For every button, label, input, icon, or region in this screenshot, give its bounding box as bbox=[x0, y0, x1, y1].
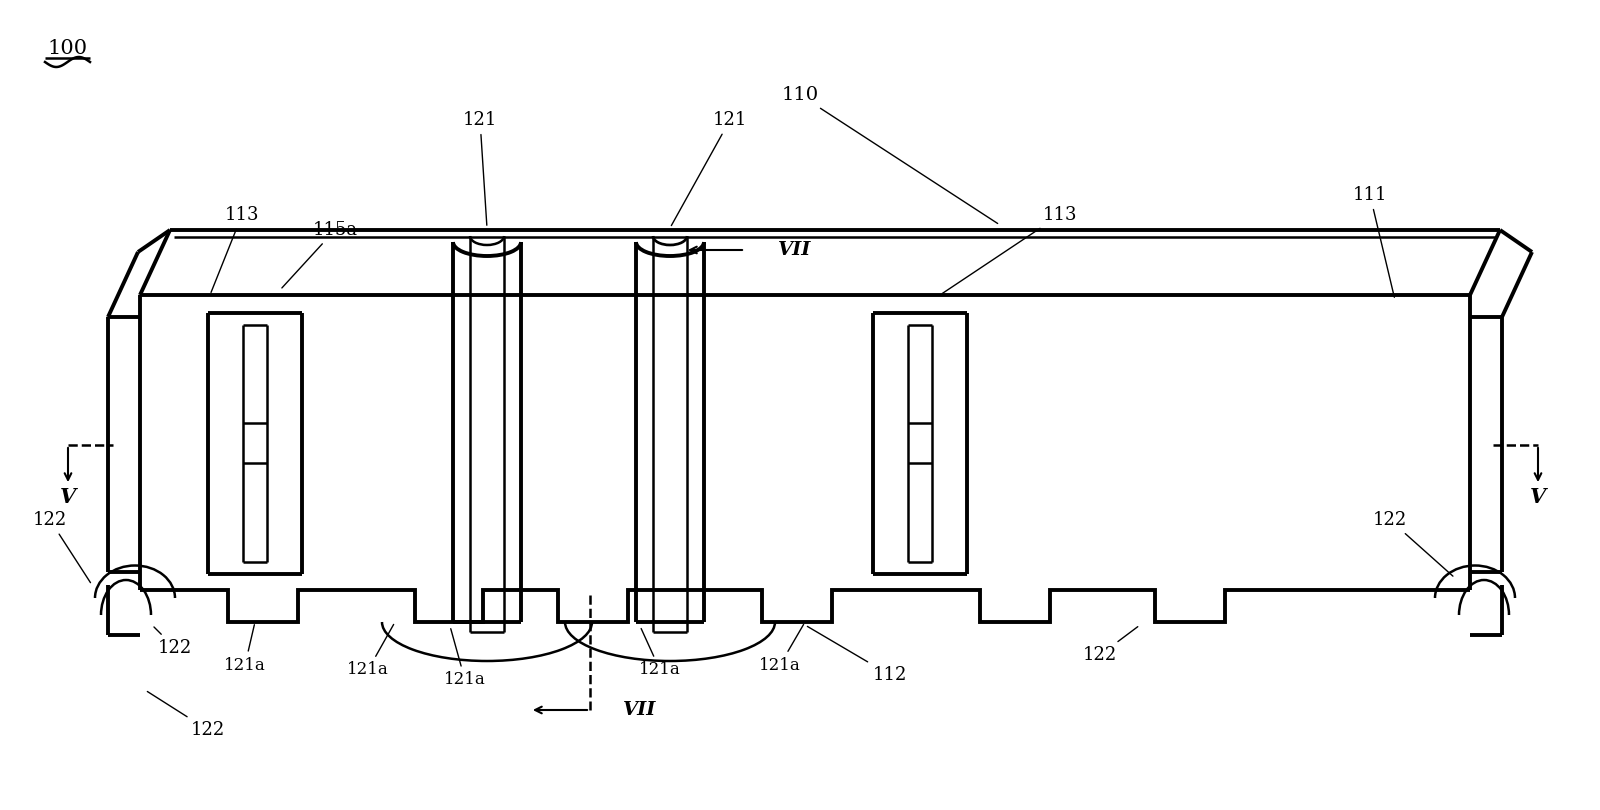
Text: 110: 110 bbox=[781, 86, 998, 224]
Text: 112: 112 bbox=[808, 626, 907, 684]
Text: 121a: 121a bbox=[224, 625, 266, 673]
Text: 121a: 121a bbox=[638, 629, 682, 679]
Text: 121a: 121a bbox=[758, 625, 803, 673]
Text: V: V bbox=[59, 487, 77, 507]
Text: 122: 122 bbox=[154, 627, 192, 657]
Text: 115a: 115a bbox=[282, 221, 357, 288]
Text: 113: 113 bbox=[942, 206, 1077, 293]
Text: 122: 122 bbox=[34, 511, 91, 582]
Text: 121a: 121a bbox=[347, 625, 394, 679]
Text: 113: 113 bbox=[211, 206, 259, 292]
Text: 122: 122 bbox=[1083, 627, 1138, 664]
Text: VII: VII bbox=[778, 241, 811, 259]
Text: 121: 121 bbox=[672, 111, 747, 225]
Text: 122: 122 bbox=[1373, 511, 1453, 576]
Text: 121: 121 bbox=[462, 111, 498, 225]
Text: 111: 111 bbox=[1352, 186, 1394, 297]
Text: 100: 100 bbox=[48, 39, 88, 58]
Text: VII: VII bbox=[624, 701, 656, 719]
Text: V: V bbox=[1530, 487, 1546, 507]
Text: 121a: 121a bbox=[445, 629, 486, 688]
Text: 122: 122 bbox=[147, 692, 226, 739]
